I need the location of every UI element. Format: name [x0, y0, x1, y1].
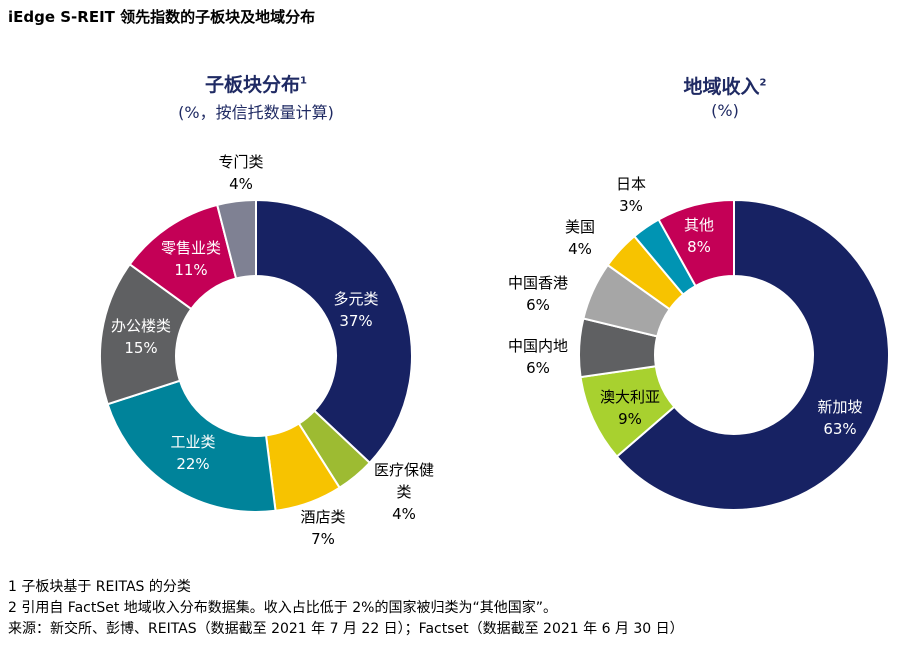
chart2-slice-1: [615, 198, 890, 511]
chart2-slice-4-label: 中国香港: [508, 274, 568, 292]
chart1-slice-7-label: 专门类: [218, 153, 263, 171]
chart2-slice-7: [657, 198, 735, 288]
page-title: iEdge S-REIT 领先指数的子板块及地域分布: [8, 8, 316, 26]
chart1-slice-7: [215, 198, 257, 280]
chart1-slice-3-value: 7%: [311, 530, 335, 548]
chart2-slice-7-label: 其他: [684, 216, 714, 234]
chart1-slice-4-label: 工业类: [170, 433, 215, 451]
chart2-subtitle: (%): [711, 101, 739, 120]
chart2-slice-1-value: 63%: [823, 420, 856, 438]
chart2-slice-5-value: 4%: [568, 240, 592, 258]
chart2-slice-4-value: 6%: [526, 296, 550, 314]
footnote-2: 2 引用自 FactSet 地域收入分布数据集。收入占比低于 2%的国家被归类为…: [8, 600, 557, 616]
chart1-slice-7-value: 4%: [229, 175, 253, 193]
chart2-slice-6-label: 日本: [616, 175, 646, 193]
chart1-slice-1: [255, 198, 413, 465]
chart1-slice-1-value: 37%: [339, 312, 372, 330]
chart1-slice-5-value: 15%: [124, 339, 157, 357]
chart2-slice-3-label: 中国内地: [508, 337, 568, 355]
chart2-slice-7-value: 8%: [687, 238, 711, 256]
chart2-title: 地域收入2: [545, 72, 904, 99]
chart2-slice-1-label: 新加坡: [817, 398, 862, 416]
chart2-slice-3-value: 6%: [526, 359, 550, 377]
chart1-slice-4: [106, 379, 277, 513]
chart1-slice-4-value: 22%: [176, 455, 209, 473]
footnote-source: 来源：新交所、彭博、REITAS（数据截至 2021 年 7 月 22 日）；F…: [8, 621, 684, 637]
chart1-slice-2-value: 4%: [392, 505, 416, 523]
chart1-subtitle: (%，按信托数量计算): [178, 103, 334, 122]
footnote-1: 1 子板块基于 REITAS 的分类: [8, 579, 191, 595]
chart2-title-text: 地域收入: [683, 76, 760, 98]
chart1-slice-2-label: 医疗保健: [374, 461, 434, 479]
chart1-slice-2-label: 类: [396, 483, 411, 501]
footnotes: 1 子板块基于 REITAS 的分类 2 引用自 FactSet 地域收入分布数…: [8, 577, 684, 640]
chart1-slice-1-label: 多元类: [333, 290, 378, 308]
chart2-slice-2-value: 9%: [618, 410, 642, 428]
chart2-slice-2-label: 澳大利亚: [600, 388, 660, 406]
chart1-slice-5-label: 办公楼类: [111, 317, 171, 335]
chart1-slice-3-label: 酒店类: [300, 508, 345, 526]
chart2-slice-6-value: 3%: [619, 197, 643, 215]
chart2-slice-5-label: 美国: [565, 218, 595, 236]
chart1-title-text: 子板块分布: [205, 74, 301, 96]
chart1-slice-6-value: 11%: [174, 261, 207, 279]
chart2-title-note: 2: [759, 77, 767, 89]
chart1-slice-6-label: 零售业类: [161, 239, 221, 257]
chart1-title: 子板块分布1: [76, 70, 436, 97]
chart1-title-note: 1: [300, 75, 307, 87]
